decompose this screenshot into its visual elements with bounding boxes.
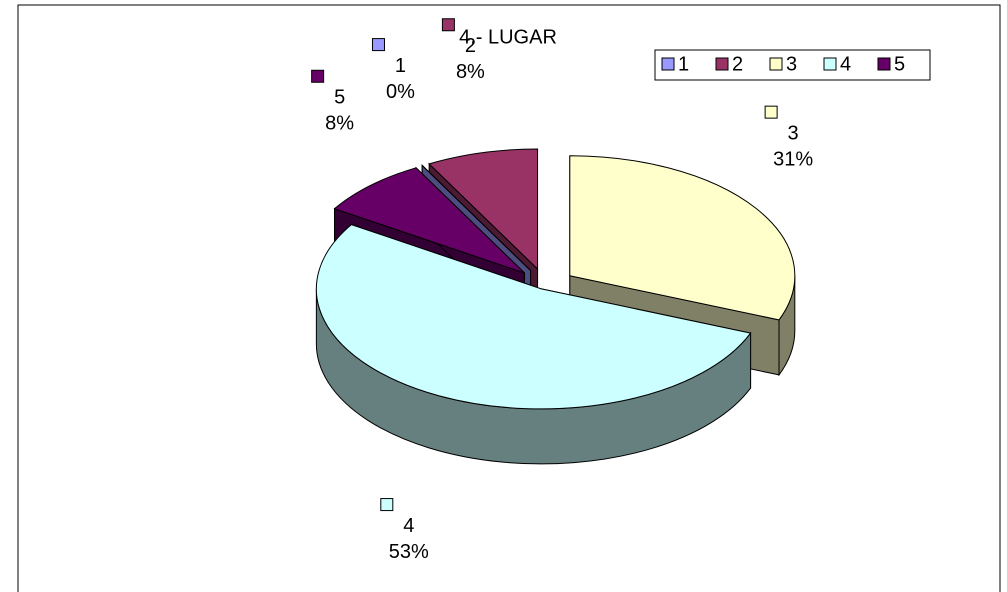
chart-title: 4.- LUGAR	[459, 26, 557, 48]
legend-key	[661, 57, 675, 71]
legend-label: 3	[786, 53, 797, 75]
slice-top	[333, 167, 525, 274]
slice-top	[315, 224, 752, 410]
label-key	[764, 105, 778, 119]
label-key	[371, 38, 385, 52]
legend-label: 1	[678, 53, 689, 75]
data-label-category: 1	[395, 55, 406, 77]
data-label-category: 5	[334, 87, 345, 109]
legend-key	[769, 57, 783, 71]
slice	[315, 223, 752, 465]
data-label-category: 4	[403, 515, 414, 537]
legend-key	[823, 57, 837, 71]
legend-key	[715, 57, 729, 71]
slice-top	[569, 155, 796, 321]
data-label-value: 0%	[386, 81, 415, 103]
label-key	[380, 498, 394, 512]
legend-label: 2	[732, 53, 743, 75]
legend-label: 5	[894, 53, 905, 75]
slice-top	[421, 165, 531, 271]
label-key	[441, 18, 455, 32]
legend-label: 4	[840, 53, 851, 75]
data-label-value: 8%	[325, 113, 354, 135]
label-key	[311, 69, 325, 83]
data-label-value: 53%	[389, 541, 429, 563]
data-label-value: 8%	[456, 61, 485, 83]
data-label-category: 2	[465, 35, 476, 57]
data-label-category: 3	[788, 122, 799, 144]
data-label-value: 31%	[773, 148, 813, 170]
slice-top	[428, 148, 539, 271]
legend-key	[877, 57, 891, 71]
